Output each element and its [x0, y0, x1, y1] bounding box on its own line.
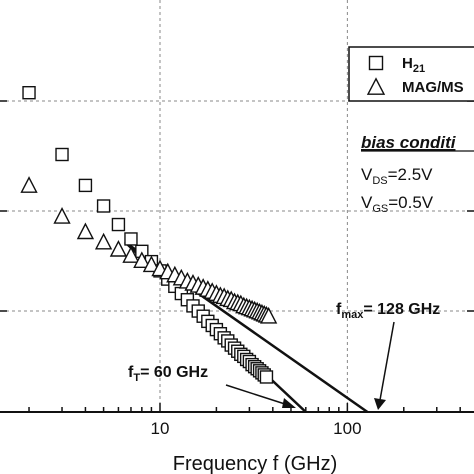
h21-point — [55, 147, 69, 162]
bias-conditions: bias conditi VDS=2.5V VGS=0.5V — [361, 133, 474, 215]
mag-msg-point — [109, 239, 128, 257]
fmax-annotation: fmax= 128 GHz — [336, 301, 440, 321]
annotations: fT= 60 GHz fmax= 128 GHz — [128, 301, 440, 410]
mag-msg-point — [53, 207, 71, 224]
ft-arrow-line — [225, 384, 289, 406]
x-axis-ticks: 10 100 — [0, 100, 474, 438]
legend-triangle-marker — [366, 77, 386, 95]
mag-msg-point — [122, 246, 140, 263]
mag-msg-point — [76, 222, 95, 240]
legend-label: H21 — [402, 55, 425, 75]
mag-msg-point — [259, 306, 278, 324]
data-markers — [20, 85, 278, 384]
mag-msg-point — [94, 232, 113, 250]
x-tick-label: 10 — [151, 419, 170, 438]
h21-point — [22, 85, 36, 100]
h21-point — [78, 178, 93, 193]
bias-line: VDS=2.5V — [361, 165, 433, 187]
fmax-arrow-head — [374, 398, 386, 410]
x-tick-label: 100 — [333, 419, 361, 438]
legend-square-marker — [368, 55, 384, 71]
x-axis-title: Frequency f (GHz) — [173, 453, 337, 474]
ft-annotation: fT= 60 GHz — [128, 364, 208, 384]
h21-point — [111, 217, 126, 232]
bias-line: VGS=0.5V — [361, 193, 434, 215]
h21-point — [259, 370, 274, 384]
legend: H21 MAG/MS — [348, 46, 474, 102]
grid-lines — [0, 0, 474, 412]
legend-label: MAG/MS — [402, 79, 464, 96]
h21-point — [96, 199, 111, 213]
fmax-arrow-line — [379, 321, 395, 401]
mag-msg-point — [142, 255, 161, 273]
mag-msg-point — [133, 251, 151, 269]
mag-msg-point — [20, 176, 38, 193]
ft-arrow-head — [282, 398, 296, 408]
h21-point — [124, 232, 138, 246]
bias-title: bias conditi — [361, 133, 457, 152]
